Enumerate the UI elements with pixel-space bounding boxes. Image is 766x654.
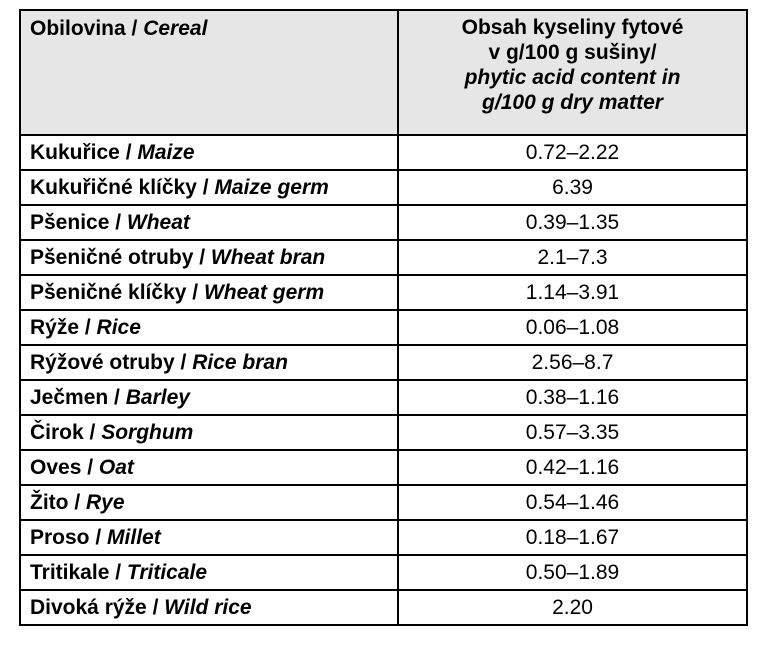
cereal-cell: Oves / Oat: [19, 449, 399, 486]
cereal-name-cz: Divoká rýže /: [30, 596, 165, 619]
cereal-cell: Rýžové otruby / Rice bran: [19, 344, 399, 381]
phytic-value-cell: 1.14–3.91: [397, 274, 748, 311]
cereal-cell: Pšenice / Wheat: [19, 204, 399, 241]
table-row: Žito / Rye 0.54–1.46: [19, 484, 748, 521]
cereal-name-en: Rice: [96, 316, 141, 339]
header-cereal-en: Cereal: [143, 17, 208, 40]
cereal-name-en: Wheat: [126, 211, 190, 234]
cereal-cell: Žito / Rye: [19, 484, 399, 521]
phytic-value-cell: 2.20: [397, 589, 748, 626]
header-cereal: Obilovina / Cereal: [19, 9, 399, 136]
cereal-name-cz: Kukuřičné klíčky /: [30, 176, 215, 199]
cereal-name-en: Barley: [125, 386, 190, 409]
cereal-cell: Rýže / Rice: [19, 309, 399, 346]
cereal-name-cz: Pšeničné otruby /: [30, 246, 211, 269]
cereal-cell: Kukuřice / Maize: [19, 134, 399, 171]
phytic-value-cell: 0.72–2.22: [397, 134, 748, 171]
cereal-cell: Ječmen / Barley: [19, 379, 399, 416]
phytic-acid-table: Obilovina / Cereal Obsah kyseliny fytové…: [19, 9, 748, 626]
table-row: Kukuřice / Maize 0.72–2.22: [19, 134, 748, 171]
cereal-name-cz: Rýžové otruby /: [30, 351, 193, 374]
cereal-name-cz: Žito /: [30, 491, 86, 514]
cereal-cell: Proso / Millet: [19, 519, 399, 556]
phytic-value-cell: 0.38–1.16: [397, 379, 748, 416]
cereal-name-en: Millet: [107, 526, 161, 549]
cereal-name-en: Maize germ: [214, 176, 329, 199]
cereal-name-cz: Pšeničné klíčky /: [30, 281, 204, 304]
cereal-name-cz: Čirok /: [30, 421, 102, 444]
cereal-name-cz: Tritikale /: [30, 561, 127, 584]
table-row: Tritikale / Triticale 0.50–1.89: [19, 554, 748, 591]
cereal-name-cz: Kukuřice /: [30, 141, 138, 164]
cereal-name-cz: Pšenice /: [30, 211, 127, 234]
header-phytic-line4: g/100 g dry matter: [482, 91, 663, 114]
table-row: Kukuřičné klíčky / Maize germ 6.39: [19, 169, 748, 206]
header-cereal-cz: Obilovina /: [30, 17, 144, 40]
table-row: Rýžové otruby / Rice bran 2.56–8.7: [19, 344, 748, 381]
phytic-value-cell: 0.39–1.35: [397, 204, 748, 241]
cereal-name-cz: Rýže /: [30, 316, 97, 339]
header-phytic-line3: phytic acid content in: [464, 66, 681, 89]
cereal-name-en: Wheat germ: [203, 281, 325, 304]
cereal-name-cz: Ječmen /: [30, 386, 126, 409]
cereal-name-en: Rice bran: [192, 351, 288, 374]
table-row: Oves / Oat 0.42–1.16: [19, 449, 748, 486]
cereal-name-en: Rye: [86, 491, 125, 514]
cereal-cell: Pšeničné klíčky / Wheat germ: [19, 274, 399, 311]
cereal-name-en: Oat: [98, 456, 134, 479]
table-row: Čirok / Sorghum 0.57–3.35: [19, 414, 748, 451]
cereal-cell: Tritikale / Triticale: [19, 554, 399, 591]
cereal-name-en: Maize: [137, 141, 195, 164]
cereal-cell: Pšeničné otruby / Wheat bran: [19, 239, 399, 276]
phytic-value-cell: 0.42–1.16: [397, 449, 748, 486]
phytic-value-cell: 2.56–8.7: [397, 344, 748, 381]
cereal-name-en: Wild rice: [164, 596, 252, 619]
cereal-name-cz: Proso /: [30, 526, 108, 549]
table-row: Pšeničné klíčky / Wheat germ 1.14–3.91: [19, 274, 748, 311]
table-row: Pšenice / Wheat 0.39–1.35: [19, 204, 748, 241]
header-phytic-line1: Obsah kyseliny fytové: [461, 16, 684, 39]
cereal-cell: Čirok / Sorghum: [19, 414, 399, 451]
cereal-name-cz: Oves /: [30, 456, 99, 479]
header-phytic-acid: Obsah kyseliny fytové v g/100 g sušiny/ …: [397, 9, 748, 136]
header-row: Obilovina / Cereal Obsah kyseliny fytové…: [19, 9, 748, 136]
table-row: Rýže / Rice 0.06–1.08: [19, 309, 748, 346]
cereal-name-en: Triticale: [126, 561, 208, 584]
phytic-value-cell: 0.54–1.46: [397, 484, 748, 521]
header-phytic-line2: v g/100 g sušiny/: [488, 41, 657, 64]
phytic-value-cell: 0.18–1.67: [397, 519, 748, 556]
table-row: Divoká rýže / Wild rice 2.20: [19, 589, 748, 626]
cereal-name-en: Wheat bran: [210, 246, 326, 269]
cereal-name-en: Sorghum: [101, 421, 194, 444]
phytic-value-cell: 2.1–7.3: [397, 239, 748, 276]
cereal-cell: Kukuřičné klíčky / Maize germ: [19, 169, 399, 206]
phytic-value-cell: 6.39: [397, 169, 748, 206]
phytic-value-cell: 0.57–3.35: [397, 414, 748, 451]
table-row: Pšeničné otruby / Wheat bran 2.1–7.3: [19, 239, 748, 276]
phytic-value-cell: 0.50–1.89: [397, 554, 748, 591]
phytic-value-cell: 0.06–1.08: [397, 309, 748, 346]
table-row: Ječmen / Barley 0.38–1.16: [19, 379, 748, 416]
table-row: Proso / Millet 0.18–1.67: [19, 519, 748, 556]
cereal-cell: Divoká rýže / Wild rice: [19, 589, 399, 626]
